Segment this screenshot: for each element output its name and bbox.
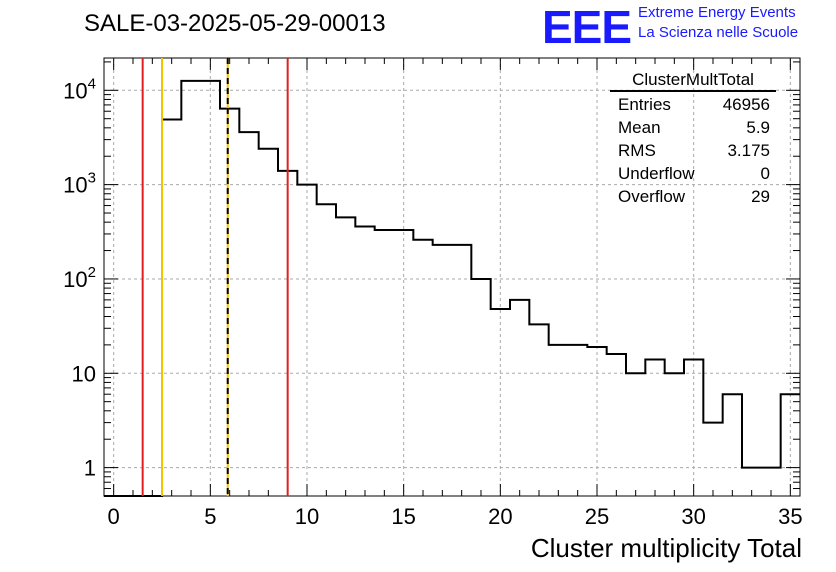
x-tick-label: 15 [391,504,415,529]
y-tick-label: 103 [63,170,96,198]
stats-value: 3.175 [727,141,770,160]
histogram-bin [394,230,413,496]
stats-label: Overflow [618,187,686,206]
histogram-bin [162,120,181,496]
histogram-bin [452,245,471,496]
stats-row-rms: RMS 3.175 [610,139,776,162]
stats-label: Underflow [618,164,695,183]
histogram-series [104,79,800,497]
histogram-bin [549,345,568,496]
logo-line-2: La Scienza nelle Scuole [638,24,799,41]
x-tick-label: 0 [108,504,120,529]
histogram-bin [607,354,626,496]
x-tick-label: 20 [488,504,512,529]
histogram-bin [239,132,258,496]
x-tick-label: 10 [295,504,319,529]
histogram-bin [259,149,278,496]
histogram-bin [297,185,316,496]
x-tick-label: 25 [585,504,609,529]
histogram-bin [529,324,548,496]
histogram-bin [491,309,510,496]
logo-line-1: Extreme Energy Events [638,4,796,21]
histogram-bin [684,359,703,496]
y-tick-label: 102 [63,264,96,292]
histogram-bin [645,359,664,496]
eee-logo: EEE [542,1,632,53]
chart-title: SALE-03-2025-05-29-00013 [84,10,386,37]
stats-box: ClusterMultTotal Entries 46956 Mean 5.9 … [610,70,776,208]
stats-value: 5.9 [746,118,770,137]
histogram-bin [220,109,239,496]
y-tick-label: 104 [63,75,96,103]
histogram-bin [510,300,529,496]
stats-value: 29 [751,187,770,206]
x-tick-label: 5 [204,504,216,529]
histogram-bin [433,245,452,496]
histogram-bin [375,230,394,496]
histogram-bin [723,394,742,496]
histogram-bin [201,81,220,496]
histogram-bin [781,394,800,496]
stats-row-mean: Mean 5.9 [610,116,776,139]
stats-value: 0 [760,164,770,183]
histogram-bin [626,373,645,496]
stats-box-name: ClusterMultTotal [610,70,776,92]
stats-row-underflow: Underflow 0 [610,162,776,185]
histogram-bin [413,240,432,496]
stats-label: Mean [618,118,661,137]
histogram-bin [568,345,587,496]
histogram-bin [761,468,780,496]
x-tick-label: 30 [681,504,705,529]
histogram-bin [742,468,761,496]
stats-value: 46956 [722,95,770,114]
histogram-bin [181,81,200,496]
histogram-bin [665,373,684,496]
histogram-bin [336,217,355,496]
histogram-bin [317,204,336,496]
stats-label: Entries [618,95,671,114]
stats-label: RMS [618,141,656,160]
y-tick-label: 10 [72,361,96,386]
plot-frame [103,57,801,497]
x-axis-label: Cluster multiplicity Total [530,533,802,563]
x-tick-label: 35 [778,504,802,529]
y-tick-label: 1 [84,456,96,481]
histogram-bin [703,423,722,496]
stats-row-overflow: Overflow 29 [610,185,776,208]
histogram-bin [587,347,606,496]
histogram-bin [355,226,374,496]
stats-row-entries: Entries 46956 [610,93,776,116]
histogram-bin [471,279,490,496]
